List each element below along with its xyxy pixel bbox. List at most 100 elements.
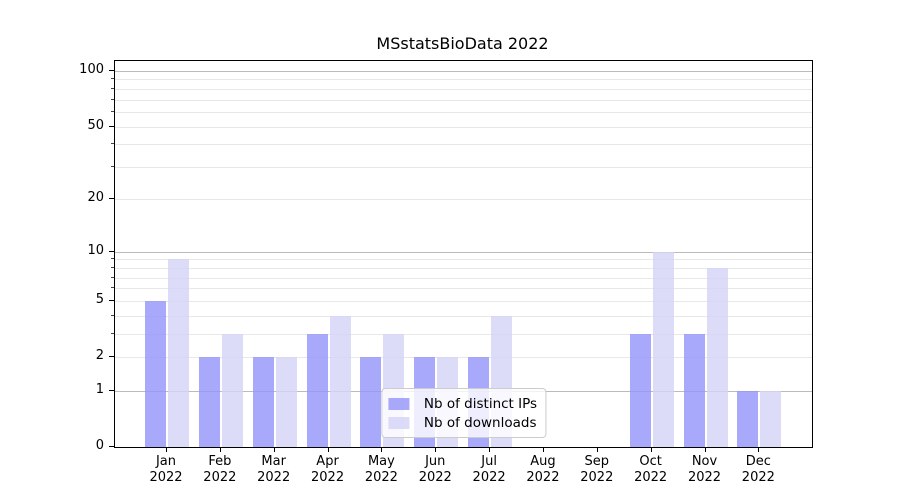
- bar-distinct-ips: [252, 357, 274, 447]
- y-gridline-minor: [115, 334, 812, 336]
- y-tick-mark: [109, 356, 114, 358]
- y-minor-tick-mark: [111, 98, 114, 100]
- bar-downloads: [760, 390, 782, 447]
- y-tick-mark: [109, 69, 114, 71]
- x-tick-mark: [381, 447, 383, 452]
- x-tick-label: Sep 2022: [557, 454, 637, 486]
- x-tick-month: Nov: [691, 454, 718, 469]
- y-gridline-minor: [115, 144, 812, 146]
- y-gridline-minor: [115, 79, 812, 81]
- x-tick-year: 2022: [418, 470, 452, 485]
- legend-item-distinct-ips: Nb of distinct IPs: [387, 394, 538, 413]
- x-tick-month: Sep: [584, 454, 610, 469]
- legend-label-distinct-ips: Nb of distinct IPs: [423, 395, 538, 412]
- bar-downloads: [706, 267, 728, 447]
- x-tick-mark: [327, 447, 329, 452]
- y-minor-tick-mark: [111, 276, 114, 278]
- y-minor-tick-mark: [111, 266, 114, 268]
- y-tick-label: 20: [87, 189, 104, 205]
- y-gridline-minor: [115, 357, 812, 359]
- x-tick-mark: [273, 447, 275, 452]
- y-gridline-minor: [115, 259, 812, 261]
- y-tick-label: 2: [95, 348, 104, 364]
- y-minor-tick-mark: [111, 78, 114, 80]
- x-tick-mark: [489, 447, 491, 452]
- legend: Nb of distinct IPs Nb of downloads: [380, 388, 547, 438]
- x-tick-label: Feb 2022: [180, 454, 260, 486]
- y-minor-tick-mark: [111, 110, 114, 112]
- x-tick-year: 2022: [364, 470, 398, 485]
- bar-distinct-ips: [683, 334, 705, 447]
- y-minor-tick-mark: [111, 314, 114, 316]
- x-tick-month: Mar: [261, 454, 286, 469]
- x-tick-month: Apr: [316, 454, 339, 469]
- y-minor-tick-mark: [111, 287, 114, 289]
- y-tick-label: 1: [95, 381, 104, 397]
- bar-distinct-ips: [629, 334, 651, 447]
- x-tick-month: Dec: [745, 454, 771, 469]
- x-tick-label: Jan 2022: [126, 454, 206, 486]
- x-tick-year: 2022: [257, 470, 291, 485]
- x-tick-mark: [435, 447, 437, 452]
- x-tick-mark: [219, 447, 221, 452]
- bar-downloads: [275, 357, 297, 447]
- x-tick-month: Feb: [208, 454, 232, 469]
- x-tick-label: Mar 2022: [234, 454, 314, 486]
- y-gridline-minor: [115, 300, 812, 302]
- x-tick-mark: [596, 447, 598, 452]
- y-gridline-major: [115, 70, 812, 72]
- y-gridline-major: [115, 251, 812, 253]
- x-tick-year: 2022: [741, 470, 775, 485]
- y-gridline-minor: [115, 288, 812, 290]
- legend-swatch-distinct-ips: [387, 397, 409, 410]
- y-gridline-minor: [115, 126, 812, 128]
- x-tick-year: 2022: [580, 470, 614, 485]
- x-tick-month: Jan: [155, 454, 177, 469]
- y-tick-mark: [109, 250, 114, 252]
- x-tick-mark: [166, 447, 167, 452]
- x-tick-label: May 2022: [341, 454, 421, 486]
- x-tick-mark: [704, 447, 706, 452]
- x-tick-label: Dec 2022: [718, 454, 798, 486]
- y-tick-label: 0: [95, 438, 104, 453]
- y-minor-tick-mark: [111, 166, 114, 168]
- bar-downloads: [652, 251, 674, 447]
- x-tick-label: Jun 2022: [395, 454, 475, 486]
- x-tick-mark: [542, 447, 544, 452]
- y-minor-tick-mark: [111, 87, 114, 89]
- bar-distinct-ips: [360, 357, 382, 447]
- x-tick-month: Jul: [481, 454, 497, 469]
- x-tick-year: 2022: [687, 470, 722, 485]
- x-tick-label: Jul 2022: [449, 454, 529, 486]
- y-gridline-minor: [115, 167, 812, 169]
- x-tick-year: 2022: [526, 470, 560, 485]
- x-tick-year: 2022: [203, 470, 237, 485]
- y-gridline-minor: [115, 88, 812, 90]
- bar-distinct-ips: [306, 334, 328, 447]
- y-gridline-minor: [115, 267, 812, 269]
- y-minor-tick-mark: [111, 258, 114, 260]
- y-tick-label: 50: [87, 117, 104, 133]
- bar-downloads: [168, 259, 189, 447]
- plot-area: Nb of distinct IPs Nb of downloads: [114, 60, 813, 448]
- x-tick-mark: [650, 447, 652, 452]
- bar-distinct-ips: [737, 390, 759, 447]
- y-tick-label: 100: [79, 61, 104, 77]
- legend-label-downloads: Nb of downloads: [423, 414, 537, 431]
- x-tick-label: Apr 2022: [288, 454, 368, 486]
- bar-downloads: [221, 334, 243, 447]
- bar-distinct-ips: [145, 300, 166, 447]
- y-tick-label: 5: [95, 291, 104, 307]
- x-tick-label: Oct 2022: [611, 454, 691, 486]
- y-tick-mark: [109, 299, 114, 301]
- y-gridline-minor: [115, 277, 812, 279]
- x-tick-month: May: [367, 454, 395, 469]
- chart-title: MSstatsBioData 2022: [376, 34, 549, 53]
- y-tick-mark: [109, 389, 114, 391]
- x-tick-year: 2022: [634, 470, 668, 485]
- y-tick-mark: [109, 125, 114, 127]
- x-tick-month: Jun: [425, 454, 446, 469]
- y-gridline-minor: [115, 198, 812, 200]
- y-tick-label: 10: [87, 242, 104, 258]
